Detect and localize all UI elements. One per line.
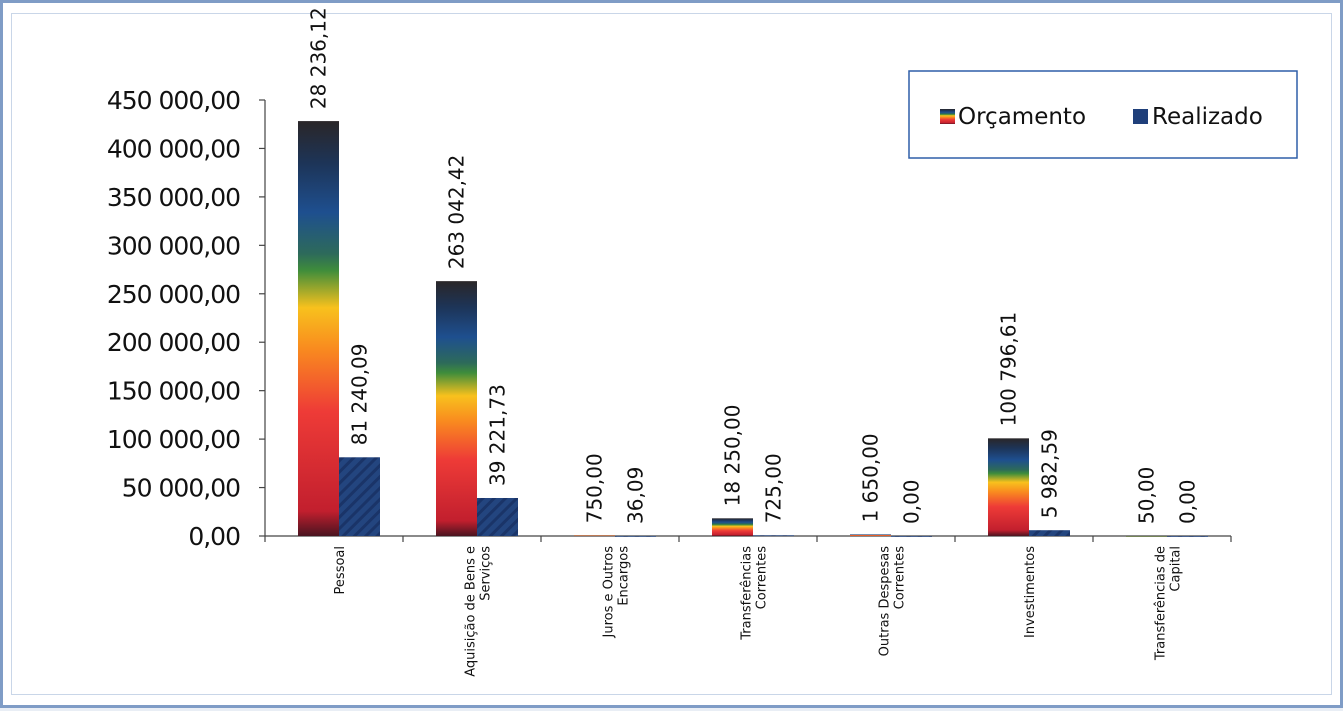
bars-layer [298,121,1208,537]
bar-realizado [477,497,518,536]
legend-swatch-orcamento [940,109,955,124]
y-tick-label: 50 000,00 [122,474,240,503]
data-label-realizado: 5 982,59 [1038,429,1062,518]
bar-orcamento [712,518,753,536]
chart-frame-inner [11,13,1332,695]
bar-realizado [1167,536,1208,537]
data-label-realizado: 0,00 [900,479,924,524]
data-label-orcamento: 100 796,61 [997,312,1021,427]
legend-label-realizado: Realizado [1152,104,1263,130]
y-tick-label: 300 000,00 [107,231,240,260]
x-category-label: Transferências [740,546,755,641]
bar-orcamento [436,281,477,536]
y-tick-label: 0,00 [188,522,240,551]
x-category-label: Correntes [893,546,908,610]
bar-realizado [753,535,794,537]
x-category-label: Outras Despesas [878,546,893,657]
bar-chart: 0,00 50 000,00 100 000,00 150 000,00 200 000… [107,7,1298,677]
x-category-label: Juros e Outros [602,546,617,639]
x-category-label: Pessoal [333,546,348,594]
y-tick-label: 250 000,00 [107,280,240,309]
y-tick-label: 450 000,00 [107,86,240,115]
x-category-label: Serviços [479,546,494,601]
legend: Orçamento Realizado [908,70,1298,159]
legend-label-orcamento: Orçamento [958,104,1086,130]
axis-layer: 0,00 50 000,00 100 000,00 150 000,00 200 000… [107,86,1232,551]
legend-swatch-realizado [1133,109,1148,124]
bar-orcamento [850,534,891,536]
bar-orcamento [988,438,1029,536]
data-label-orcamento: 18 250,00 [721,405,745,507]
bar-realizado [891,536,932,537]
y-tick-label: 100 000,00 [107,425,240,454]
x-category-label: Encargos [617,546,632,606]
data-label-realizado: 725,00 [762,453,786,523]
y-tick-label: 350 000,00 [107,183,240,212]
y-tick-label: 200 000,00 [107,328,240,357]
y-tick-label: 400 000,00 [107,134,240,163]
x-category-label: Correntes [755,546,770,610]
y-tick-label: 150 000,00 [107,377,240,406]
labels-layer: 28 236,12 81 240,09 Pessoal 263 042,42 39 22… [307,7,1200,677]
data-label-realizado: 39 221,73 [486,384,510,486]
x-category-label: Investimentos [1023,546,1038,638]
data-label-realizado: 0,00 [1176,479,1200,524]
data-label-orcamento: 750,00 [583,453,607,523]
bar-realizado [339,457,380,536]
bar-realizado [1029,530,1070,536]
data-label-orcamento: 263 042,42 [445,155,469,270]
x-category-label: Transferências de [1154,546,1169,661]
data-label-realizado: 36,09 [624,467,648,524]
data-label-orcamento: 50,00 [1135,467,1159,524]
x-category-label: Aquisição de Bens e [464,546,479,677]
bar-orcamento [298,121,339,536]
data-label-realizado: 81 240,09 [348,343,372,445]
bar-realizado [615,535,656,537]
data-label-orcamento: 1 650,00 [859,433,883,522]
legend-box [908,70,1298,159]
bar-orcamento [1126,535,1167,537]
bar-orcamento [574,535,615,537]
x-category-label: Capital [1169,546,1184,592]
data-label-orcamento: 28 236,12 [307,7,331,109]
